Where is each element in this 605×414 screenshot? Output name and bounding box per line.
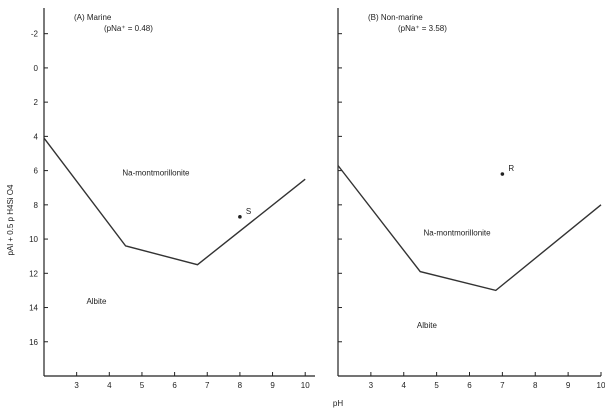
x-tick-label: 8 (238, 381, 243, 390)
panel-marine: 3 4 5 6 7 8 9 10 -2 0 2 4 6 8 10 12 14 16 S Na-montmorillon… (29, 8, 315, 390)
x-tick-label: 9 (270, 381, 275, 390)
sample-point (238, 215, 242, 219)
y-tick-label: 12 (29, 269, 38, 278)
x-tick-label: 4 (402, 381, 407, 390)
y-tick-label: 14 (29, 304, 38, 313)
y-tick-label: 16 (29, 338, 38, 347)
sample-point-label: S (246, 207, 251, 216)
y-tick-label: 8 (34, 201, 39, 210)
x-tick-label: 10 (597, 381, 605, 390)
x-tick-label: 7 (205, 381, 210, 390)
x-tick-label: 8 (533, 381, 538, 390)
x-tick-label: 3 (369, 381, 374, 390)
x-tick-label: 7 (500, 381, 505, 390)
x-axis-title: pH (333, 399, 343, 408)
x-tick-label: 5 (140, 381, 145, 390)
sample-point (500, 172, 505, 176)
y-axis-title: pAl + 0.5 p H4Si O4 (6, 184, 15, 255)
x-tick-label: 6 (172, 381, 177, 390)
region-label: Na-montmorillonite (122, 169, 190, 178)
y-tick-label: -2 (31, 30, 39, 39)
y-tick-label: 4 (34, 132, 39, 141)
panel-label: (A) Marine (74, 13, 112, 22)
panel-subtitle: (pNa⁺ = 3.58) (398, 24, 447, 33)
panel-non-marine: 3 4 5 6 7 8 9 10 R Na-montmorillonite Albite (B) No… (337, 8, 605, 390)
y-tick-label: 2 (34, 98, 39, 107)
y-tick-label: 10 (29, 235, 38, 244)
x-tick-label: 4 (107, 381, 112, 390)
region-label: Na-montmorillonite (423, 229, 491, 238)
x-tick-label: 10 (301, 381, 310, 390)
x-tick-label: 6 (467, 381, 472, 390)
boundary-line (337, 165, 602, 292)
panel-subtitle: (pNa⁺ = 0.48) (104, 24, 153, 33)
panel-label: (B) Non-marine (368, 13, 423, 22)
sample-point-label: R (508, 164, 514, 173)
region-label: Albite (86, 297, 107, 306)
y-tick-label: 6 (34, 167, 39, 176)
x-tick-label: 3 (74, 381, 79, 390)
region-label: Albite (417, 321, 438, 330)
boundary-line (43, 137, 306, 266)
x-tick-label: 9 (566, 381, 571, 390)
x-tick-label: 5 (434, 381, 439, 390)
y-tick-label: 0 (34, 64, 39, 73)
